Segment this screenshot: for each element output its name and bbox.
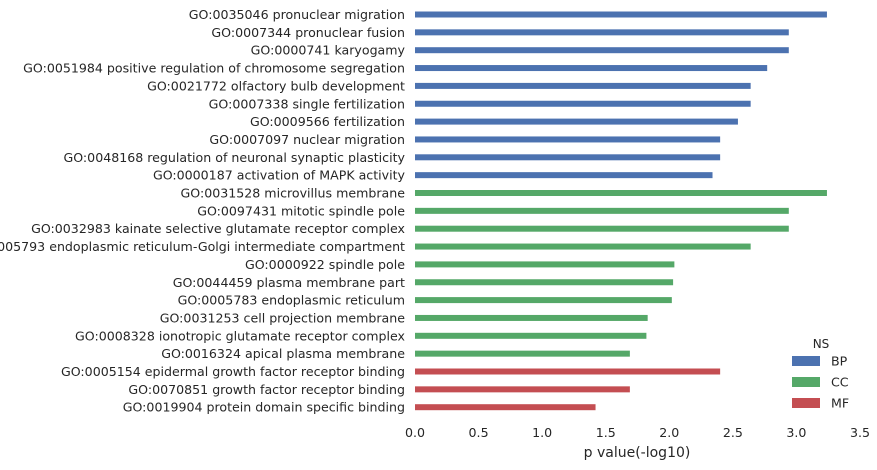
x-tick-label: 0.0 [405,425,425,440]
bar [415,11,827,18]
legend-swatch-bp [792,356,820,366]
y-tick-label: GO:0016324 apical plasma membrane [161,346,405,361]
y-tick-label: GO:0008328 ionotropic glutamate receptor… [75,328,405,343]
y-tick-label: GO:0031253 cell projection membrane [160,310,406,325]
bar [415,261,675,268]
x-tick-label: 0.5 [469,425,489,440]
bar [415,82,751,89]
y-tick-label: GO:0007344 pronuclear fusion [211,25,405,40]
bar [415,118,738,125]
x-tick-label: 2.5 [723,425,743,440]
bar [415,279,674,286]
bar [415,29,789,36]
y-tick-label: GO:0021772 olfactory bulb development [147,78,405,93]
bar [415,332,647,339]
legend-label-cc: CC [831,375,849,390]
legend-title: NS [813,337,830,351]
y-tick-label: GO:0005793 endoplasmic reticulum-Golgi i… [0,239,405,254]
bar [415,47,789,54]
y-tick-label: GO:0070851 growth factor receptor bindin… [128,382,405,397]
bar [415,314,648,321]
bars-layer [415,11,827,411]
y-tick-label: GO:0019904 protein domain specific bindi… [123,400,405,415]
y-tick-label: GO:0032983 kainate selective glutamate r… [31,221,405,236]
legend: NS BP CC MF [792,337,849,411]
bar [415,297,672,304]
y-tick-label: GO:0097431 mitotic spindle pole [197,203,405,218]
bar [415,100,751,107]
bar [415,172,713,179]
bar [415,404,596,411]
y-tick-label: GO:0044459 plasma membrane part [173,275,405,290]
y-tick-label: GO:0048168 regulation of neuronal synapt… [63,150,405,165]
bar [415,154,721,161]
bar [415,207,789,214]
y-tick-labels: GO:0035046 pronuclear migration GO:000734… [0,7,406,415]
legend-swatch-mf [792,398,820,408]
bar [415,65,768,72]
y-tick-label: GO:0005783 endoplasmic reticulum [178,293,405,308]
x-tick-label: 2.0 [659,425,679,440]
legend-swatch-cc [792,377,820,387]
bar [415,225,789,232]
y-tick-label: GO:0035046 pronuclear migration [189,7,405,22]
x-tick-label: 3.0 [786,425,806,440]
x-tick-label: 1.5 [596,425,616,440]
y-tick-label: GO:0007097 nuclear migration [209,132,405,147]
legend-label-mf: MF [831,396,849,411]
bar [415,368,721,375]
x-tick-label: 3.5 [850,425,870,440]
bar [415,190,827,196]
x-axis-label: p value(-log10) [584,445,691,461]
x-tick-label: 1.0 [532,425,552,440]
y-tick-label: GO:0000187 activation of MAPK activity [153,168,406,183]
bar [415,136,721,143]
y-tick-label: GO:0051984 positive regulation of chromo… [23,61,405,76]
y-tick-label: GO:0007338 single fertilization [209,96,405,111]
legend-label-bp: BP [831,354,848,369]
bar [415,386,630,393]
bar [415,350,630,357]
y-tick-label: GO:0031528 microvillus membrane [181,186,406,201]
y-tick-label: GO:0000922 spindle pole [245,257,405,272]
bar [415,243,751,250]
y-tick-label: GO:0009566 fertilization [250,114,405,129]
y-tick-label: GO:0005154 epidermal growth factor recep… [61,364,405,379]
x-tick-labels: 0.0 0.5 1.0 1.5 2.0 2.5 3.0 3.5 [405,425,870,440]
y-tick-label: GO:0000741 karyogamy [251,43,406,58]
